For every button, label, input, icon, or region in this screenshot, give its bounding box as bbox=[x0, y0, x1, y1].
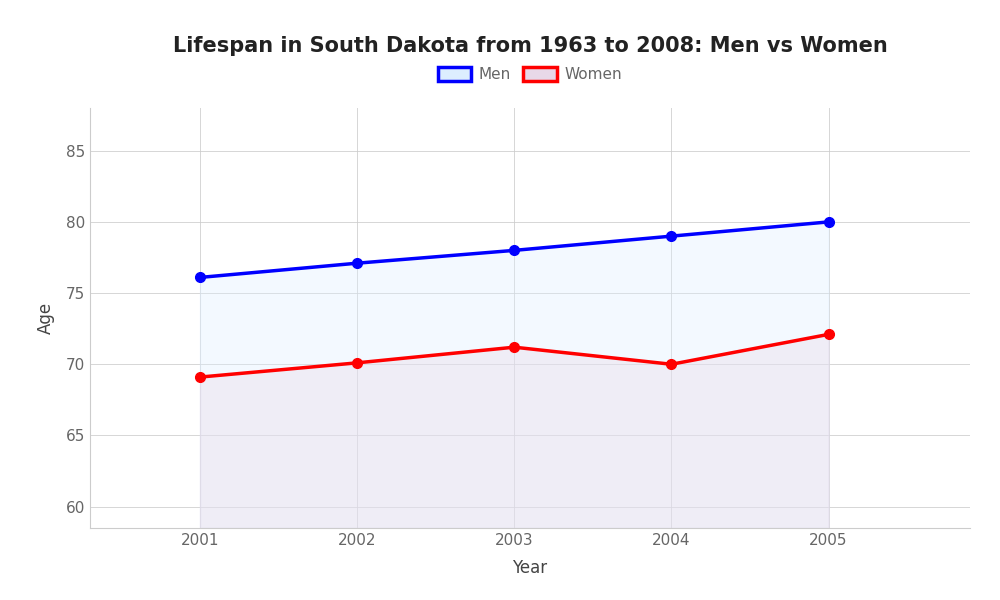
Legend: Men, Women: Men, Women bbox=[432, 61, 628, 88]
X-axis label: Year: Year bbox=[512, 559, 548, 577]
Y-axis label: Age: Age bbox=[37, 302, 55, 334]
Title: Lifespan in South Dakota from 1963 to 2008: Men vs Women: Lifespan in South Dakota from 1963 to 20… bbox=[173, 37, 887, 56]
